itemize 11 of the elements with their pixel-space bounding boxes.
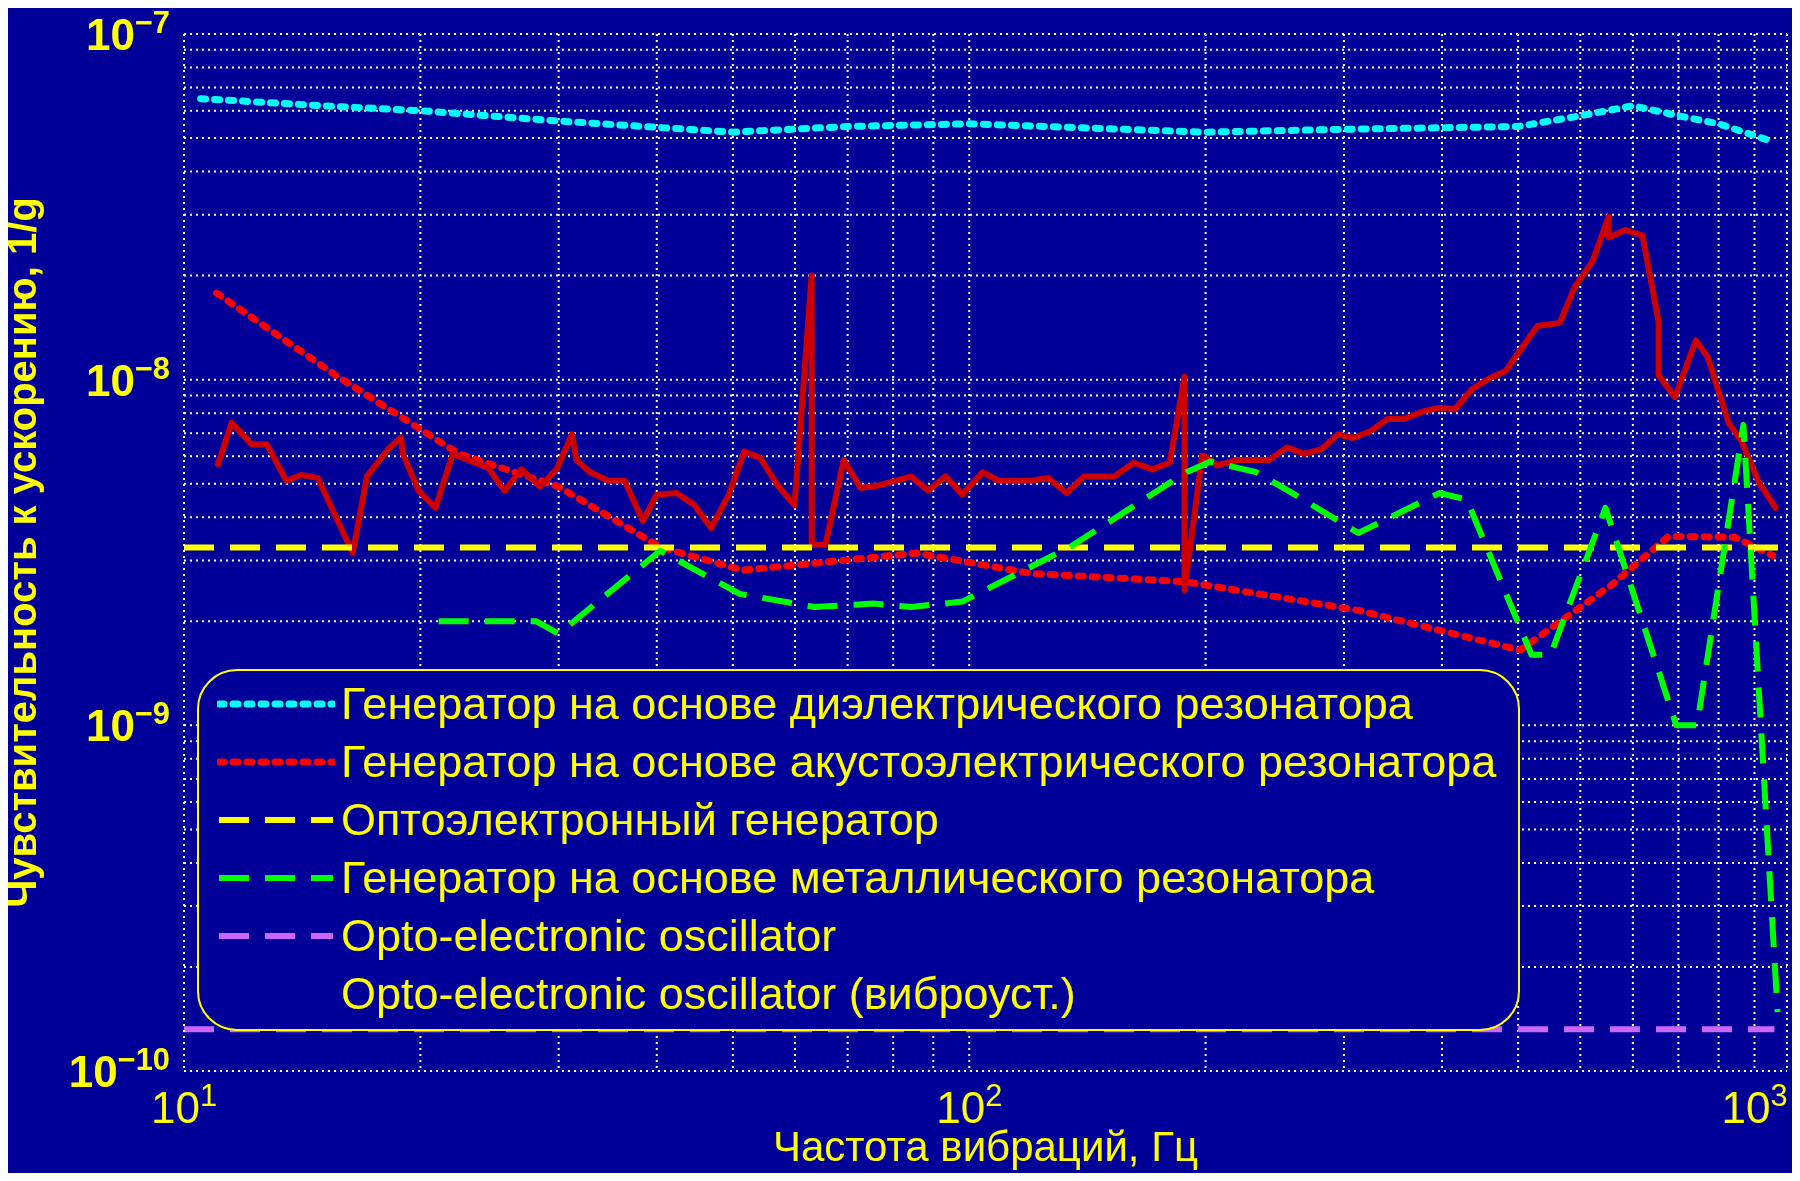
y-tick-label: 10$^{−7}$ — [85, 4, 170, 59]
x-tick-label: 10$^{3}$ — [1721, 1077, 1788, 1132]
legend-label: Оптоэлектронный генератор — [341, 794, 939, 846]
x-axis-title: Частота вибраций, Гц — [772, 1123, 1199, 1170]
legend-label: Генератор на основе диэлектрического резонатора — [341, 678, 1413, 730]
legend-label: Opto-electronic oscillator — [341, 910, 837, 962]
annotation: Opto-electronic oscillator (виброуст.) — [341, 968, 1076, 1020]
y-tick-label: 10$^{−8}$ — [85, 350, 170, 405]
legend-label: Генератор на основе акустоэлектрического резонатора — [341, 736, 1497, 788]
legend-label: Генератор на основе металлического резонатора — [341, 852, 1375, 904]
y-tick-label: 10$^{−9}$ — [85, 695, 170, 751]
